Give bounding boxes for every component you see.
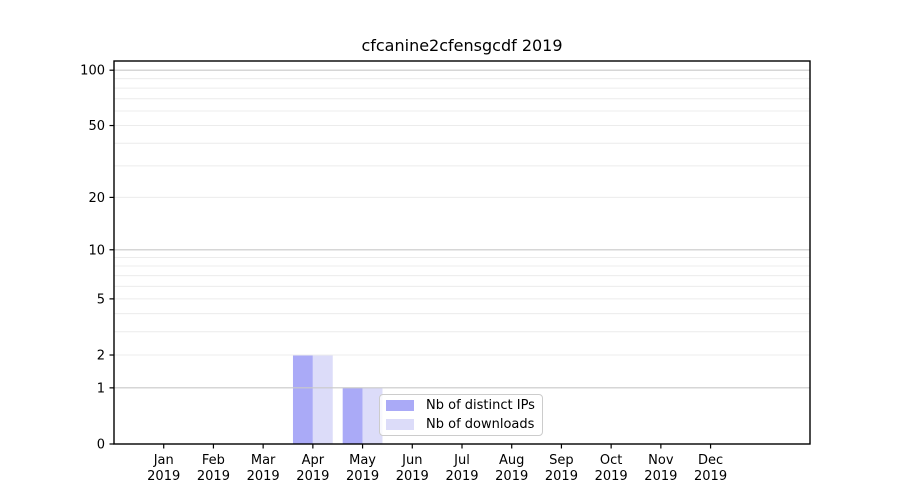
legend-item-downloads: Nb of downloads bbox=[386, 418, 536, 431]
y-tick-label-50: 50 bbox=[88, 119, 105, 134]
y-tick-label-5: 5 bbox=[97, 292, 105, 307]
x-tick-label-month-nov: Nov bbox=[648, 453, 674, 468]
bar-nb-of-downloads-may bbox=[362, 387, 383, 444]
axes-spines bbox=[113, 60, 811, 445]
legend-item-distinct-ips: Nb of distinct IPs bbox=[386, 399, 536, 412]
y-tick-label-1: 1 bbox=[97, 381, 105, 396]
legend: Nb of distinct IPs Nb of downloads bbox=[379, 394, 543, 436]
x-tick-label-year-apr: 2019 bbox=[296, 469, 329, 484]
legend-label-downloads: Nb of downloads bbox=[426, 417, 535, 432]
x-tick-label-year-dec: 2019 bbox=[694, 469, 727, 484]
legend-label-distinct-ips: Nb of distinct IPs bbox=[426, 398, 535, 413]
x-tick-label-year-mar: 2019 bbox=[247, 469, 280, 484]
chart-title: cfcanine2cfensgcdf 2019 bbox=[361, 36, 563, 55]
y-tick-label-10: 10 bbox=[88, 243, 105, 258]
x-tick-label-month-sep: Sep bbox=[549, 453, 574, 468]
x-tick-label-year-jan: 2019 bbox=[147, 469, 180, 484]
x-tick-label-year-oct: 2019 bbox=[595, 469, 628, 484]
x-tick-label-month-feb: Feb bbox=[202, 453, 225, 468]
y-tick-label-0: 0 bbox=[97, 438, 105, 453]
x-tick-label-year-jun: 2019 bbox=[396, 469, 429, 484]
x-tick-label-month-oct: Oct bbox=[600, 453, 622, 468]
x-tick-label-month-dec: Dec bbox=[698, 453, 723, 468]
bar-nb-of-distinct-ips-may bbox=[342, 387, 363, 444]
x-tick-label-year-nov: 2019 bbox=[644, 469, 677, 484]
x-tick-label-month-may: May bbox=[349, 453, 376, 468]
x-tick-label-month-mar: Mar bbox=[251, 453, 276, 468]
x-tick-label-year-jul: 2019 bbox=[445, 469, 478, 484]
legend-swatch-distinct-ips bbox=[386, 400, 414, 411]
x-tick-label-month-jan: Jan bbox=[153, 453, 174, 468]
y-tick-label-2: 2 bbox=[97, 349, 105, 364]
bar-nb-of-downloads-apr bbox=[312, 355, 333, 444]
x-tick-label-year-feb: 2019 bbox=[197, 469, 230, 484]
x-tick-label-month-jun: Jun bbox=[401, 453, 422, 468]
bar-nb-of-distinct-ips-apr bbox=[292, 355, 313, 444]
x-tick-label-month-aug: Aug bbox=[499, 453, 524, 468]
x-tick-label-month-apr: Apr bbox=[302, 453, 325, 468]
x-tick-label-year-may: 2019 bbox=[346, 469, 379, 484]
y-tick-label-100: 100 bbox=[80, 64, 105, 79]
y-tick-label-20: 20 bbox=[88, 191, 105, 206]
x-tick-label-year-aug: 2019 bbox=[495, 469, 528, 484]
legend-swatch-downloads bbox=[386, 419, 414, 430]
x-tick-label-year-sep: 2019 bbox=[545, 469, 578, 484]
x-tick-label-month-jul: Jul bbox=[453, 453, 470, 468]
